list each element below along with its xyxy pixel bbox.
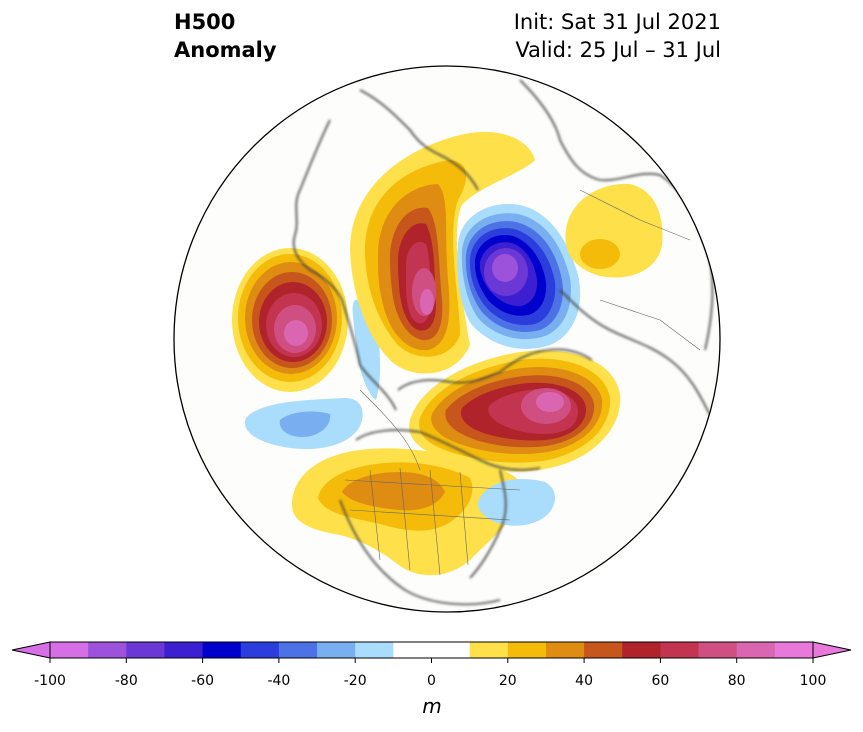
title-field: H500 (174, 10, 236, 34)
colorbar-cell (202, 642, 242, 658)
colorbar-cell (660, 642, 700, 658)
colorbar-tick-marks (49, 658, 814, 663)
colorbar-right-extension (812, 641, 852, 659)
colorbar-tick-label: -20 (343, 673, 367, 689)
colorbar-tick-label: 100 (799, 673, 827, 689)
colorbar-cell (278, 642, 318, 658)
colorbar-cell (469, 642, 509, 658)
colorbar-cell (774, 642, 814, 658)
colorbar-cell (355, 642, 394, 658)
colorbar-cell (50, 642, 89, 658)
colorbar-cell (736, 642, 776, 658)
anomaly-europe-ridge (565, 183, 663, 278)
colorbar-cell (545, 642, 585, 658)
anomaly-aleutian-ridge (232, 248, 348, 392)
colorbar-cell (622, 642, 661, 658)
anomaly-ne-pacific-trough (244, 299, 380, 450)
colorbar-cell (431, 642, 471, 658)
valid-range: Valid: 25 Jul – 31 Jul (515, 38, 721, 62)
polar-map (173, 65, 721, 613)
colorbar-tick-label: 80 (727, 673, 746, 689)
colorbar-tick-label: -60 (191, 673, 215, 689)
colorbar-left-extension (11, 641, 51, 659)
colorbar-cell (126, 642, 165, 658)
colorbar (11, 641, 852, 663)
political-boundaries (344, 189, 701, 576)
colorbar-cell (164, 642, 204, 658)
colorbar-units: m (422, 694, 442, 718)
colorbar-tick-label: 40 (575, 673, 593, 689)
colorbar-cell (507, 642, 547, 658)
colorbar-cells (49, 641, 814, 659)
anomaly-nw-atlantic-trough (477, 478, 556, 526)
anomaly-field (232, 131, 663, 576)
anomaly-east-siberian-trough (457, 204, 581, 349)
title-type: Anomaly (174, 38, 277, 62)
colorbar-tick-label: 60 (651, 673, 670, 689)
colorbar-cell (584, 642, 623, 658)
colorbar-tick-label: 20 (498, 673, 517, 689)
init-time: Init: Sat 31 Jul 2021 (513, 10, 721, 34)
colorbar-cell (88, 642, 127, 658)
title-left: H500 Anomaly (174, 8, 277, 64)
title-right: Init: Sat 31 Jul 2021 Valid: 25 Jul – 31… (514, 8, 721, 64)
map-boundary (173, 65, 721, 613)
colorbar-cell (317, 642, 356, 658)
colorbar-tick-label: -80 (114, 673, 138, 689)
anomaly-siberia-ridge (350, 131, 535, 374)
colorbar-cell (698, 642, 738, 658)
colorbar-cell (393, 642, 432, 658)
colorbar-tick-label: -100 (34, 673, 66, 689)
anomaly-greenland-ridge (409, 350, 621, 472)
colorbar-tick-label: 0 (427, 673, 436, 689)
colorbar-cell (240, 642, 280, 658)
colorbar-tick-label: -40 (267, 673, 291, 689)
